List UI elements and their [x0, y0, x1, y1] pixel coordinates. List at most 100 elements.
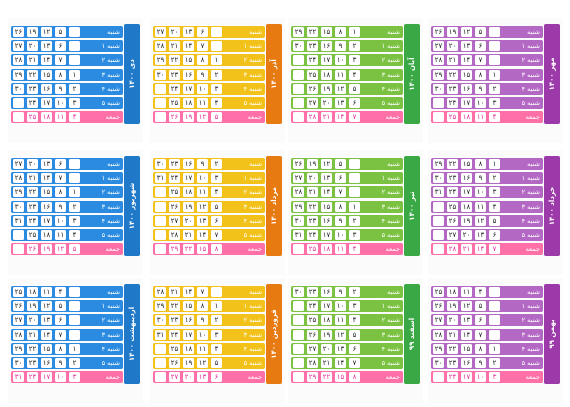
- date-cell: ۶: [475, 41, 486, 52]
- day-row: ۲۷ ۲۰ ۱۳ ۶ ۱ شنبه: [431, 40, 543, 53]
- date-cell: ۵: [349, 83, 360, 94]
- date-cell: ۲۹: [293, 27, 304, 37]
- date-cell: ۲۳: [447, 357, 458, 368]
- day-name: جمعه: [105, 373, 120, 382]
- day-row: ۲۸ ۲۱ ۱۴ ۷ شنبه: [153, 286, 265, 298]
- date-cell: ۱۹: [27, 27, 38, 37]
- date-cell: ۸: [197, 55, 208, 66]
- date-cell: ۸: [335, 27, 346, 37]
- date-cell: ۱۲: [461, 301, 472, 312]
- date-cell: ۱۰: [475, 97, 486, 108]
- date-cell: ۲۴: [447, 187, 458, 198]
- day-name: ۳ شنبه: [381, 202, 400, 211]
- date-cell: [69, 287, 80, 297]
- date-cell: [489, 41, 500, 52]
- date-cell: ۱۲: [197, 357, 208, 368]
- day-name: جمعه: [385, 113, 400, 122]
- date-cell: ۳: [349, 301, 360, 312]
- date-cell: ۱۴: [41, 173, 52, 184]
- date-cell: ۴: [69, 112, 80, 123]
- day-row: ۲۶ ۱۹ ۱۲ ۵ شنبه: [11, 26, 123, 38]
- day-name: شنبه: [107, 28, 120, 36]
- date-cell: ۲۸: [433, 55, 444, 66]
- date-cell: [155, 112, 166, 123]
- date-cell: ۲۷: [293, 173, 304, 184]
- day-name: شنبه: [249, 288, 262, 296]
- date-cell: ۲۲: [169, 301, 180, 312]
- date-cell: ۲۱: [447, 55, 458, 66]
- day-row: ۲۷ ۲۰ ۱۳ ۶ ۵ شنبه: [431, 228, 543, 241]
- date-cell: ۳۰: [155, 159, 166, 169]
- date-cell: ۲۹: [155, 55, 166, 66]
- date-cell: ۲۳: [307, 41, 318, 52]
- date-cell: ۱۶: [461, 173, 472, 184]
- month-tab: مرداد ۱۴۰۰: [266, 156, 282, 256]
- day-name: ۳ شنبه: [243, 70, 262, 79]
- date-cell: ۶: [489, 229, 500, 240]
- date-cell: ۲۶: [169, 112, 180, 123]
- day-row: ۲۹ ۲۲ ۱۵ ۸ ۱ ۳ شنبه: [11, 68, 123, 81]
- day-name: شنبه: [249, 28, 262, 36]
- date-cell: [293, 112, 304, 123]
- day-row: ۲۶ ۱۹ ۱۲ ۵ ۵ شنبه: [153, 356, 265, 369]
- month-label: بهمن ۹۹: [548, 319, 556, 349]
- date-cell: ۱: [489, 69, 500, 80]
- month-tab: فروردین ۱۴۰۰: [266, 284, 282, 384]
- date-cell: ۹: [197, 315, 208, 326]
- date-cell: ۲: [69, 201, 80, 212]
- month-label: اردیبهشت ۱۴۰۰: [128, 306, 136, 362]
- date-cell: ۱۵: [335, 372, 346, 383]
- day-row: ۲۸ ۲۱ ۱۴ ۷ ۱ شنبه: [153, 40, 265, 53]
- day-name: شنبه: [527, 28, 540, 36]
- date-cell: ۱۳: [335, 97, 346, 108]
- date-cell: ۲۸: [13, 173, 24, 184]
- date-cell: ۱۲: [475, 215, 486, 226]
- day-row: ۲۷ ۲۰ ۱۳ ۶ ۱ شنبه: [291, 172, 403, 185]
- day-row: ۲۷ ۲۰ ۱۳ ۶ شنبه: [153, 26, 265, 38]
- date-cell: [349, 187, 360, 198]
- date-cell: ۱۱: [335, 244, 346, 255]
- day-name: ۵ شنبه: [243, 230, 262, 239]
- date-cell: ۱۳: [183, 27, 194, 37]
- date-cell: ۳: [69, 215, 80, 226]
- month-tab: شهریور ۱۴۰۰: [124, 156, 140, 256]
- date-cell: ۲۹: [169, 244, 180, 255]
- date-cell: ۸: [475, 69, 486, 80]
- date-cell: ۱۷: [461, 187, 472, 198]
- date-cell: ۳: [69, 372, 80, 383]
- date-cell: ۳۰: [433, 357, 444, 368]
- date-cell: ۲۷: [13, 41, 24, 52]
- day-row: ۳۰ ۲۳ ۱۶ ۹ ۲ ۲ شنبه: [153, 314, 265, 327]
- date-cell: ۲۱: [321, 112, 332, 123]
- date-cell: ۵: [211, 201, 222, 212]
- date-cell: [293, 329, 304, 340]
- date-cell: ۲: [69, 357, 80, 368]
- date-cell: ۲۸: [447, 244, 458, 255]
- date-cell: ۲۷: [13, 315, 24, 326]
- date-cell: [489, 315, 500, 326]
- day-row: ۳۱ ۲۴ ۱۷ ۱۰ ۳ ۴ شنبه: [11, 214, 123, 227]
- date-cell: ۳: [211, 83, 222, 94]
- date-cell: ۱۰: [197, 173, 208, 184]
- month-tab: آذر ۱۴۰۰: [266, 24, 282, 124]
- date-cell: ۲۰: [27, 315, 38, 326]
- day-row: ۲۸ ۲۱ ۱۴ ۷ ۲ شنبه: [291, 186, 403, 199]
- day-row: ۲۹ ۲۲ ۱۵ ۸ جمعه: [291, 371, 403, 384]
- month-label: دی ۱۴۰۰: [128, 59, 136, 89]
- date-cell: ۵: [349, 329, 360, 340]
- date-cell: ۲۴: [169, 83, 180, 94]
- date-cell: ۳۰: [433, 173, 444, 184]
- month-tab: مهر ۱۴۰۰: [544, 24, 560, 124]
- date-cell: [489, 329, 500, 340]
- day-row: ۳۱ ۲۴ ۱۷ ۱۰ ۳ جمعه: [11, 371, 123, 384]
- day-row: ۲۹ ۲۲ ۱۵ ۸ ۱ شنبه: [291, 26, 403, 38]
- date-cell: ۳۱: [13, 372, 24, 383]
- date-cell: ۶: [197, 27, 208, 37]
- day-name: شنبه: [527, 160, 540, 168]
- day-name: ۵ شنبه: [381, 98, 400, 107]
- date-cell: ۲۶: [13, 301, 24, 312]
- date-cell: [155, 187, 166, 198]
- day-name: ۱ شنبه: [381, 302, 400, 311]
- week-rows: ۳۰ ۲۳ ۱۶ ۹ ۲ شنبه ۳۱ ۲۴ ۱۷ ۱۰ ۳ ۱ شنبه ۲۵ ۱۸ ۱۱ ۴ ۲ شنبه…: [153, 158, 265, 257]
- date-cell: ۱۰: [197, 83, 208, 94]
